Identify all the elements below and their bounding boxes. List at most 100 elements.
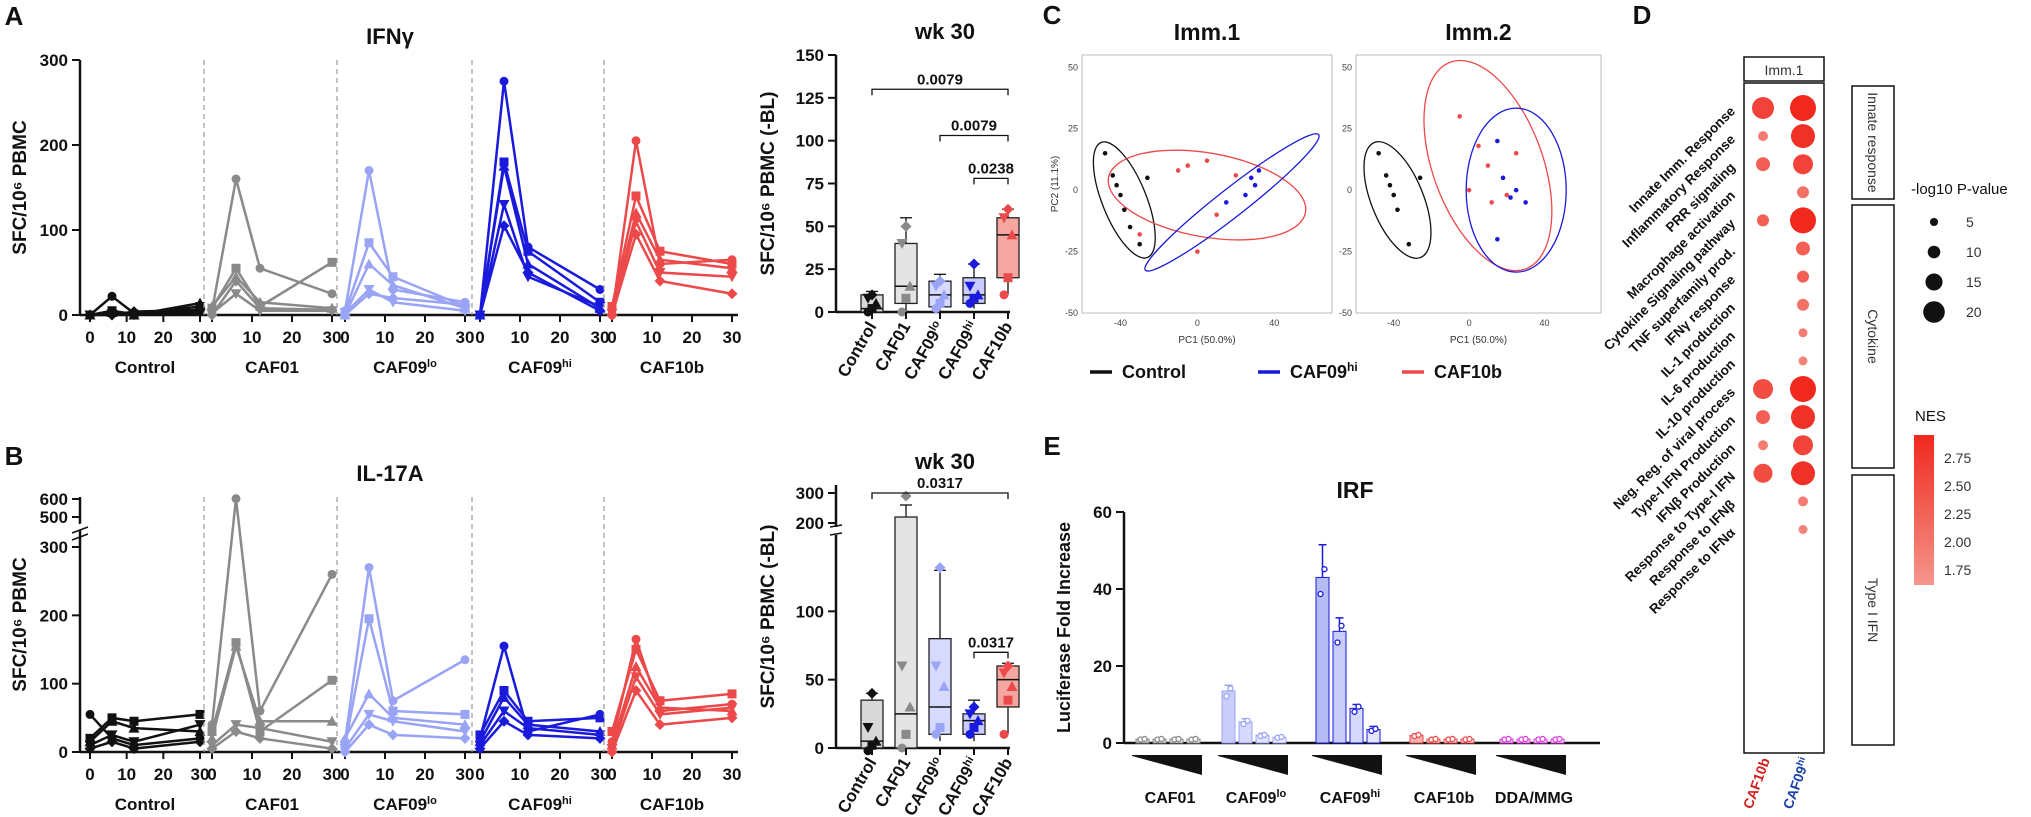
- data-point: [1002, 660, 1014, 672]
- dose-triangle: [1132, 755, 1202, 775]
- series-line: [343, 240, 466, 313]
- series-line: [343, 618, 466, 746]
- series-line: [478, 688, 601, 736]
- data-point: [931, 729, 941, 739]
- data-point: [207, 727, 217, 736]
- y-tick-label: 300: [40, 51, 68, 70]
- dot: [1793, 435, 1813, 456]
- data-point: [654, 275, 666, 287]
- data-point: [231, 174, 241, 184]
- dot: [1791, 405, 1815, 430]
- data-point: [339, 746, 351, 758]
- dot: [1790, 95, 1816, 121]
- data-point: [866, 687, 878, 699]
- series-line: [343, 712, 466, 750]
- series-line: [89, 719, 201, 743]
- data-point: [387, 716, 399, 727]
- bar: [1332, 630, 1347, 744]
- color-legend-title: NES: [1915, 408, 1946, 425]
- data-point: [363, 258, 375, 269]
- pca-y-tick: 0: [1347, 185, 1352, 195]
- data-point: [1158, 735, 1165, 743]
- y-tick-label: 100: [40, 221, 68, 240]
- column-label: CAF10b: [1740, 756, 1773, 811]
- axis-break: [829, 524, 843, 528]
- group-label: CAF09lo: [1226, 788, 1287, 807]
- pca-y-tick: -50: [1065, 308, 1078, 318]
- data-point: [727, 689, 737, 699]
- group-label: Control: [115, 795, 175, 814]
- pca-x-tick: 0: [1467, 318, 1472, 328]
- data-point: [1372, 725, 1379, 733]
- data-point: [607, 727, 617, 736]
- data-point: [726, 288, 738, 300]
- x-tick-label: 20: [154, 328, 173, 347]
- p-value-label: 0.0238: [968, 160, 1014, 177]
- significance-bracket: [939, 134, 1009, 142]
- group-label-main: CAF09: [1226, 790, 1277, 807]
- data-point: [128, 722, 140, 733]
- series-line: [610, 663, 733, 746]
- x-tick-label: 10: [243, 765, 262, 784]
- x-tick-label: 10: [643, 765, 662, 784]
- x-tick-label: 0: [475, 328, 484, 347]
- data-point: [1355, 703, 1362, 710]
- p-value-label: 0.0317: [917, 475, 963, 492]
- pca-ellipse: [1092, 141, 1156, 259]
- x-tick-label: 0: [207, 328, 216, 347]
- color-legend-label: 2.25: [1944, 506, 1971, 522]
- dot: [1798, 328, 1808, 338]
- column-label: CAF09hi: [1779, 755, 1813, 811]
- y-tick-label: 75: [805, 175, 824, 194]
- group-label-main: CAF01: [1145, 790, 1196, 807]
- legend-label-main: CAF10b: [1434, 362, 1502, 382]
- pca-y-tick: -50: [1339, 308, 1352, 318]
- data-point: [231, 494, 241, 504]
- panel-letter-c: C: [1043, 0, 1062, 30]
- data-point: [459, 719, 471, 730]
- data-point: [326, 715, 338, 726]
- group-box-label: Cytokine: [1865, 309, 1881, 364]
- pca-point: [1110, 173, 1116, 178]
- dot: [1753, 379, 1773, 399]
- data-point: [363, 709, 375, 720]
- size-legend-label: 10: [1966, 244, 1982, 260]
- data-point: [866, 289, 878, 301]
- pca-point: [1137, 241, 1142, 247]
- x-tick-label: 30: [591, 765, 610, 784]
- data-point: [938, 681, 950, 691]
- pca-y-tick: -25: [1339, 247, 1352, 257]
- data-point: [1449, 735, 1456, 743]
- category-label-main: CAF10b: [968, 319, 1017, 384]
- pca-ellipse: [1363, 141, 1432, 259]
- data-point: [1002, 203, 1014, 215]
- pca-ellipse: [1465, 107, 1567, 273]
- data-point: [206, 732, 218, 743]
- data-point: [1006, 681, 1018, 691]
- p-value-label: 0.0317: [968, 634, 1014, 651]
- data-point: [388, 272, 398, 282]
- group-label-main: CAF10b: [640, 795, 704, 814]
- pca-title: Imm.1: [1174, 19, 1241, 45]
- dot: [1793, 154, 1813, 175]
- group-label: CAF09hi: [508, 795, 572, 814]
- data-point: [901, 729, 911, 739]
- data-point: [630, 228, 642, 240]
- pca-x-tick: 40: [1269, 318, 1279, 328]
- dot: [1753, 463, 1773, 483]
- data-point: [998, 213, 1010, 224]
- y-tick-label: 40: [1093, 580, 1112, 599]
- data-point: [107, 291, 117, 301]
- pca-point: [1102, 150, 1108, 156]
- data-point: [1432, 735, 1439, 743]
- axis-break: [70, 521, 90, 533]
- dot: [1797, 298, 1809, 311]
- pca-point: [1513, 187, 1519, 193]
- y-tick-label: 200: [796, 514, 824, 533]
- y-tick-label: 300: [40, 538, 68, 557]
- dot: [1758, 131, 1768, 142]
- data-point: [968, 258, 980, 270]
- data-point: [522, 723, 534, 734]
- data-point: [460, 655, 470, 665]
- data-point: [1175, 735, 1182, 743]
